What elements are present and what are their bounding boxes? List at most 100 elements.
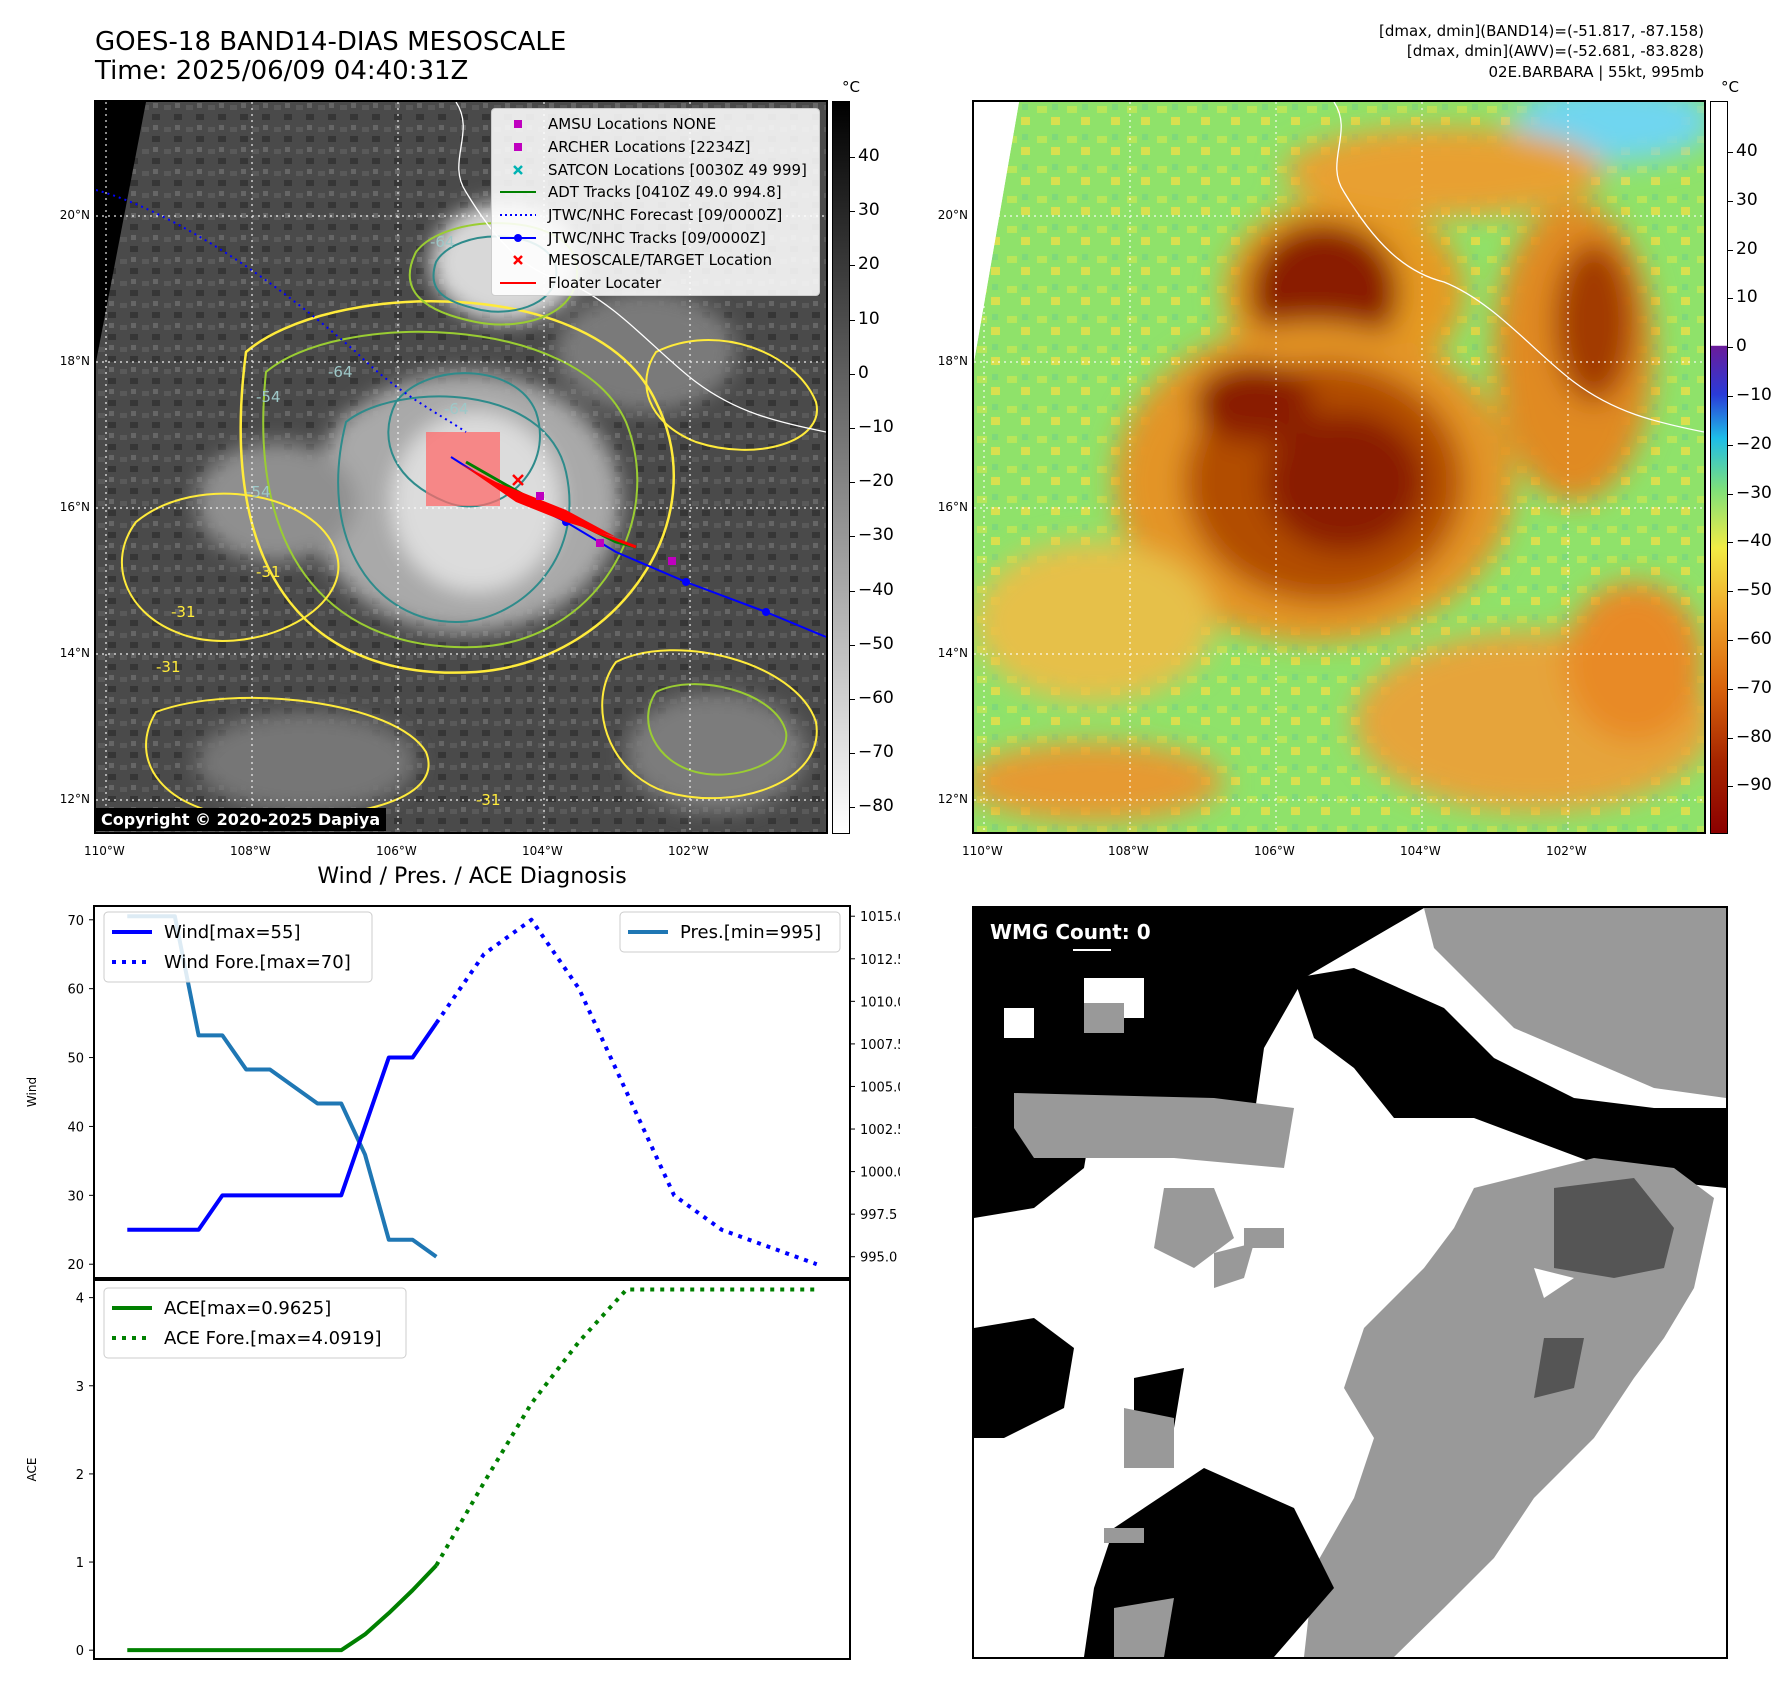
legend-label: JTWC/NHC Tracks [09/0000Z]: [548, 229, 766, 247]
awv-colorbar: [1710, 101, 1728, 834]
wmg-scale-line: [1073, 949, 1111, 951]
legend-label: Floater Locater: [548, 274, 661, 292]
ir-lon-label: 106°W: [376, 844, 417, 858]
contour-label: -31: [476, 791, 501, 809]
pressure-ytick-label: 997.5: [860, 1208, 897, 1223]
diagnosis-chart: 203040506070995.0997.51000.01002.51005.0…: [0, 900, 900, 1690]
awv-colorbar-label: −80: [1736, 727, 1772, 747]
legend-x-marker-icon: [498, 161, 538, 179]
legend-label: ADT Tracks [0410Z 49.0 994.8]: [548, 183, 782, 201]
contour-label: -64: [328, 363, 353, 381]
ace-ytick-label: 1: [76, 1556, 84, 1571]
ir-colorbar-label: −60: [858, 688, 894, 708]
contour-label: -54: [256, 388, 281, 406]
awv-lon-label: 106°W: [1254, 844, 1295, 858]
legend-item-amsu: AMSU Locations NONE: [498, 113, 811, 136]
awv-lon-label: 110°W: [962, 844, 1003, 858]
band14-range: [dmax, dmin](BAND14)=(-51.817, -87.158): [1379, 22, 1704, 41]
ir-colorbar-label: −20: [858, 471, 894, 491]
awv-lon-label: 102°W: [1546, 844, 1587, 858]
legend-item-tracks: JTWC/NHC Tracks [09/0000Z]: [498, 226, 811, 249]
pressure-ytick-label: 1010.0: [860, 995, 900, 1010]
wind-ytick-label: 40: [67, 1120, 84, 1135]
wind-legend-label: Wind[max=55]: [164, 922, 301, 943]
ir-colorbar-label: 30: [858, 200, 880, 220]
awv-colorbar-tick: [1728, 250, 1733, 251]
awv-colorbar-label: −50: [1736, 580, 1772, 600]
diagnosis-title: Wind / Pres. / ACE Diagnosis: [94, 864, 850, 889]
wind-legend-label: Wind Fore.[max=70]: [164, 952, 351, 973]
legend-item-floater: Floater Locater: [498, 272, 811, 295]
awv-lat-label: 16°N: [928, 500, 968, 514]
legend-line-icon: [498, 274, 538, 292]
pressure-ytick-label: 1007.5: [860, 1038, 900, 1053]
ir-lat-label: 12°N: [50, 792, 90, 806]
wind-axis-label: Wind: [25, 1077, 39, 1107]
ir-colorbar-tick: [850, 374, 855, 375]
awv-colorbar-label: −40: [1736, 531, 1772, 551]
ir-lat-label: 18°N: [50, 354, 90, 368]
contour-label: -64: [430, 233, 455, 251]
awv-colorbar-label: 20: [1736, 239, 1758, 259]
ace-axis-label: ACE: [25, 1458, 39, 1482]
ir-colorbar-label: 0: [858, 363, 869, 383]
awv-colorbar-tick: [1728, 640, 1733, 641]
ir-lon-label: 104°W: [522, 844, 563, 858]
ir-colorbar-tick: [850, 699, 855, 700]
awv-colorbar-label: 30: [1736, 190, 1758, 210]
awv-colorbar-tick: [1728, 689, 1733, 690]
legend-line-icon: [498, 183, 538, 201]
legend-square-marker-icon: [498, 115, 538, 133]
awv-colorbar-tick: [1728, 152, 1733, 153]
legend-label: SATCON Locations [0030Z 49 999]: [548, 161, 807, 179]
diagnosis-chart-svg: 203040506070995.0997.51000.01002.51005.0…: [0, 900, 900, 1690]
awv-colorbar-tick: [1728, 542, 1733, 543]
ir-colorbar-label: −30: [858, 525, 894, 545]
awv-colorbar-label: −70: [1736, 678, 1772, 698]
ir-colorbar-tick: [850, 591, 855, 592]
pressure-ytick-label: 1012.5: [860, 953, 900, 968]
ir-colorbar-tick: [850, 211, 855, 212]
contour-label: -54: [246, 483, 271, 501]
ace-ytick-label: 2: [76, 1468, 84, 1483]
ace-legend-label: ACE Fore.[max=4.0919]: [164, 1328, 382, 1349]
awv-colorbar-tick: [1728, 591, 1733, 592]
ir-lon-label: 102°W: [668, 844, 709, 858]
legend-label: JTWC/NHC Forecast [09/0000Z]: [548, 206, 782, 224]
ir-lat-label: 14°N: [50, 646, 90, 660]
ace-legend: ACE[max=0.9625]ACE Fore.[max=4.0919]: [104, 1288, 406, 1358]
legend-dotted-line-icon: [498, 206, 538, 224]
storm-info: 02E.BARBARA | 55kt, 995mb: [1489, 63, 1704, 82]
ir-colorbar-label: 40: [858, 146, 880, 166]
ir-lon-label: 108°W: [230, 844, 271, 858]
legend-label: ARCHER Locations [2234Z]: [548, 138, 751, 156]
ir-colorbar-label: −10: [858, 417, 894, 437]
ir-colorbar-label: −80: [858, 796, 894, 816]
awv-colorbar-label: −10: [1736, 385, 1772, 405]
ace-ytick-label: 3: [76, 1380, 84, 1395]
awv-colorbar-tick: [1728, 738, 1733, 739]
awv-colorbar-tick: [1728, 396, 1733, 397]
legend-square-marker-icon: [498, 138, 538, 156]
wmg-image: [974, 908, 1726, 1657]
awv-map-image: [974, 102, 1704, 832]
awv-colorbar-tick: [1728, 201, 1733, 202]
ir-lat-label: 16°N: [50, 500, 90, 514]
pressure-ytick-label: 1015.0: [860, 910, 900, 925]
awv-lat-label: 14°N: [928, 646, 968, 660]
map-legend: AMSU Locations NONE ARCHER Locations [22…: [491, 108, 820, 296]
legend-x-marker-icon: [498, 251, 538, 269]
ir-lat-label: 20°N: [50, 208, 90, 222]
ir-colorbar-label: −50: [858, 634, 894, 654]
pressure-ytick-label: 995.0: [860, 1251, 897, 1266]
awv-colorbar-label: −60: [1736, 629, 1772, 649]
chart-title: GOES-18 BAND14-DIAS MESOSCALE: [95, 27, 566, 57]
legend-item-forecast: JTWC/NHC Forecast [09/0000Z]: [498, 204, 811, 227]
legend-item-mesoscale: MESOSCALE/TARGET Location: [498, 249, 811, 272]
awv-colorbar-tick: [1728, 445, 1733, 446]
ir-colorbar-unit: °C: [842, 78, 860, 96]
legend-item-archer: ARCHER Locations [2234Z]: [498, 136, 811, 159]
awv-lon-label: 108°W: [1108, 844, 1149, 858]
